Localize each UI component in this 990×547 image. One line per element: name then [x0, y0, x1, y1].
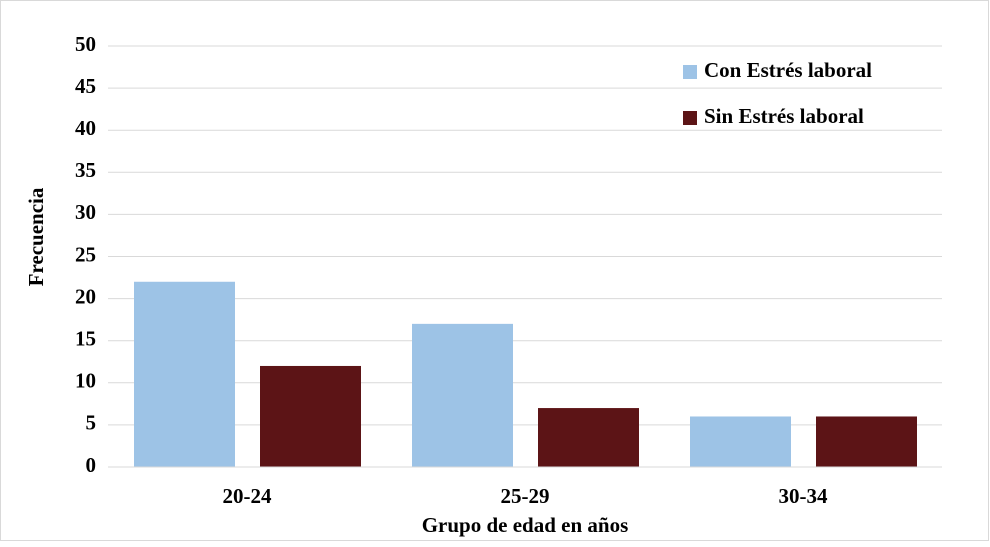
- y-tick-label: 0: [86, 453, 97, 477]
- y-tick-label: 10: [75, 369, 96, 393]
- y-tick-label: 5: [86, 411, 97, 435]
- bar: [260, 365, 361, 467]
- x-tick-label: 30-34: [779, 484, 828, 508]
- x-tick-label: 25-29: [501, 484, 550, 508]
- legend-label: Con Estrés laboral: [704, 58, 872, 82]
- y-tick-label: 35: [75, 158, 96, 182]
- y-tick-label: 15: [75, 327, 96, 351]
- y-tick-label: 30: [75, 200, 96, 224]
- y-tick-label: 20: [75, 284, 96, 308]
- bar: [690, 416, 791, 467]
- y-tick-label: 40: [75, 116, 96, 140]
- legend-swatch: [683, 111, 697, 125]
- y-axis-title: Frecuencia: [24, 187, 48, 286]
- y-tick-label: 45: [75, 74, 96, 98]
- bar: [538, 408, 639, 467]
- bar: [134, 281, 235, 467]
- bar: [412, 323, 513, 467]
- y-tick-label: 50: [75, 32, 96, 56]
- x-axis-title: Grupo de edad en años: [422, 513, 629, 537]
- x-tick-label: 20-24: [223, 484, 272, 508]
- legend-label: Sin Estrés laboral: [704, 104, 864, 128]
- legend-swatch: [683, 65, 697, 79]
- y-tick-label: 25: [75, 242, 96, 266]
- bar: [816, 416, 917, 467]
